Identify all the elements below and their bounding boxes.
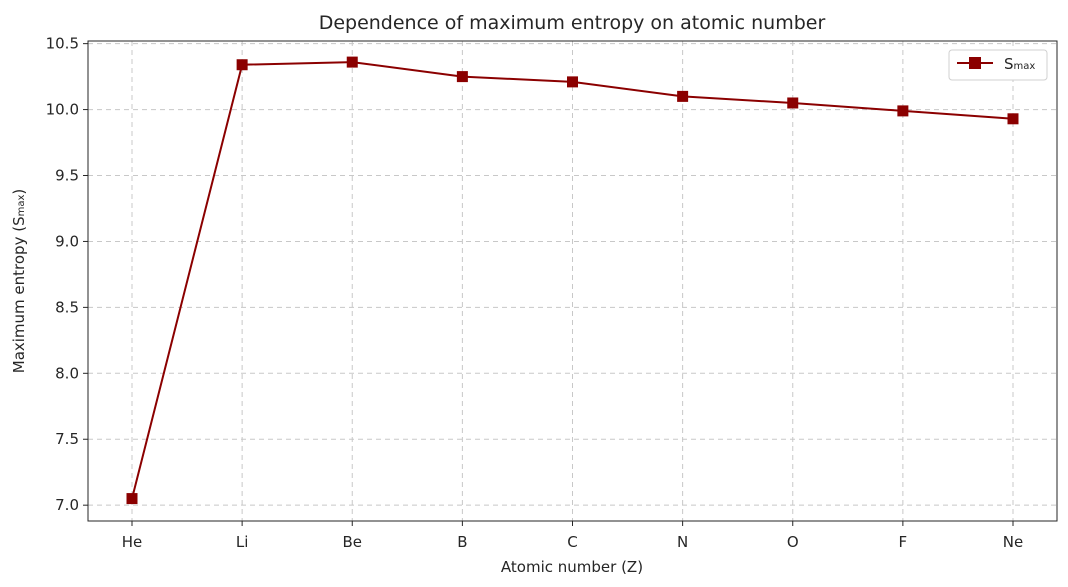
data-point — [346, 56, 358, 68]
x-tick-label: Be — [342, 533, 362, 551]
x-tick-label: F — [899, 533, 908, 551]
data-point — [236, 59, 248, 71]
data-point — [567, 76, 578, 88]
data-point — [897, 105, 909, 117]
y-tick-label: 10.0 — [46, 101, 79, 119]
y-axis-label-subscript: max — [16, 195, 27, 217]
legend: Smax — [948, 49, 1048, 81]
x-tick-label: O — [787, 533, 799, 551]
y-axis-ticks: 7.0 7.5 8.0 8.5 9.0 9.5 10.0 10.5 — [46, 35, 88, 514]
data-point — [677, 90, 689, 102]
y-tick-label: 9.5 — [55, 167, 79, 185]
y-axis-label-main: Maximum entropy (S — [10, 216, 28, 373]
x-axis-ticks: He Li Be B C N O F Ne — [122, 521, 1023, 551]
y-tick-label: 7.0 — [55, 496, 79, 514]
series-line — [131, 61, 1014, 499]
y-axis-label-end: ) — [10, 189, 28, 195]
grid-lines — [88, 41, 1057, 521]
x-tick-label: He — [122, 533, 143, 551]
x-axis-label: Atomic number (Z) — [501, 558, 643, 576]
x-tick-label: Ne — [1003, 533, 1023, 551]
y-tick-label: 8.5 — [55, 298, 79, 316]
data-point — [1007, 113, 1019, 125]
y-tick-label: 10.5 — [46, 35, 79, 53]
legend-label-subscript: max — [1014, 61, 1036, 72]
y-tick-label: 7.5 — [55, 430, 79, 448]
legend-marker-swatch — [969, 57, 981, 69]
data-point — [787, 97, 799, 109]
x-tick-label: C — [567, 533, 577, 551]
x-tick-label: Li — [236, 533, 249, 551]
plot-frame — [87, 40, 1058, 522]
data-point — [456, 71, 468, 83]
y-axis-label: Maximum entropy (Smax) — [10, 189, 28, 374]
legend-label: Smax — [1004, 55, 1035, 73]
chart-title: Dependence of maximum entropy on atomic … — [319, 12, 826, 34]
series-layer — [126, 56, 1019, 505]
x-tick-label: B — [457, 533, 467, 551]
x-tick-label: N — [677, 533, 688, 551]
y-tick-label: 9.0 — [55, 232, 79, 250]
data-point — [126, 493, 138, 505]
legend-label-main: S — [1004, 55, 1014, 73]
y-tick-label: 8.0 — [55, 364, 79, 382]
